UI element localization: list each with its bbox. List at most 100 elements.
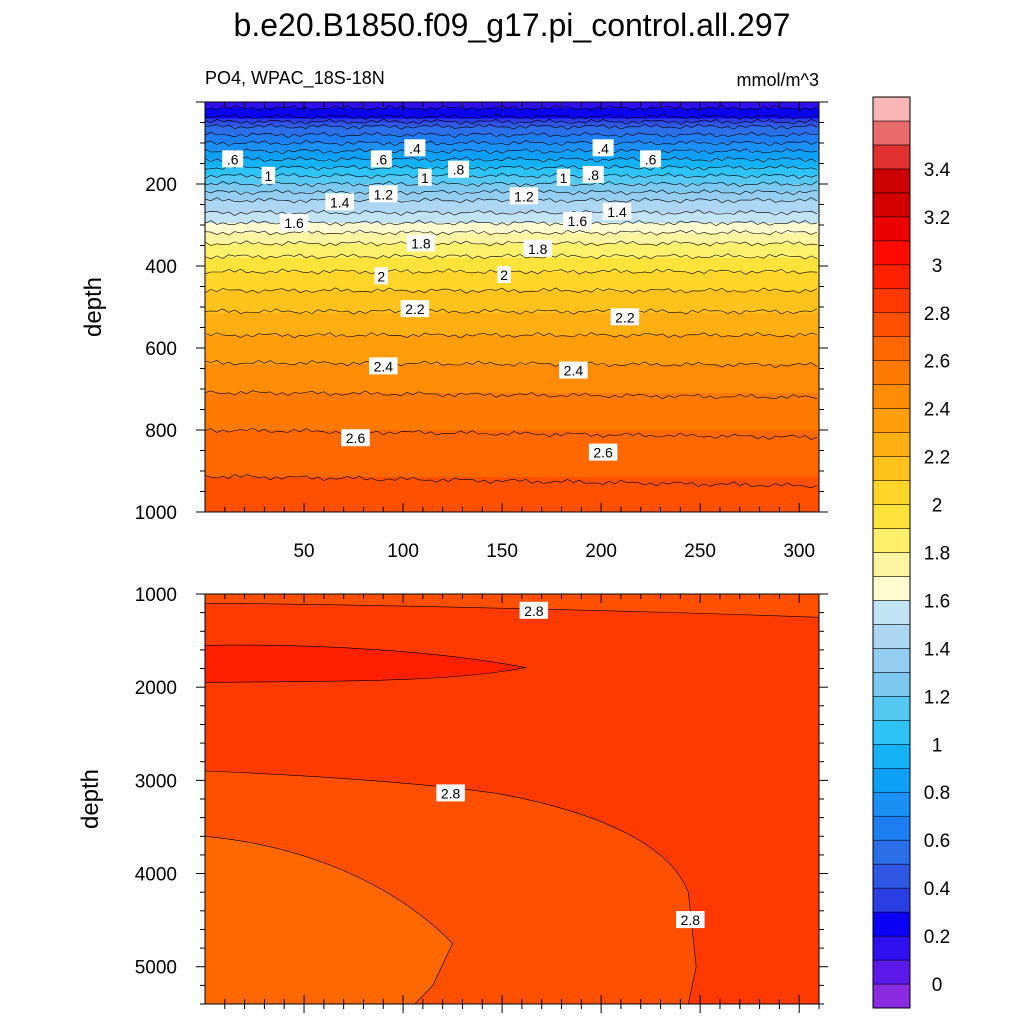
colorbar-swatch <box>872 815 911 841</box>
upper-x-tick-label: 300 <box>783 541 815 562</box>
colorbar-swatch <box>872 240 911 266</box>
upper-contour-line <box>205 390 818 400</box>
upper-contour-label-box <box>523 239 552 257</box>
upper-x-tick-label: 50 <box>293 541 314 562</box>
upper-contour-label-box <box>279 213 309 231</box>
colorbar-swatch <box>872 144 911 170</box>
lower-y-tick-label: 1000 <box>135 585 177 606</box>
upper-contour-line <box>205 105 818 112</box>
colorbar-swatch <box>872 168 911 194</box>
colorbar-tick-label: 1 <box>932 735 943 756</box>
bottom-core-fill <box>205 835 453 1004</box>
lower-contour-label: 2.8 <box>436 784 465 802</box>
colorbar-swatch <box>872 504 911 529</box>
upper-contour-line <box>205 156 818 163</box>
lower-panel: 1000 2000 3000 4000 5000 2.8 2.8 2.8 depth <box>77 585 828 1013</box>
colorbar-tick-label: 0.6 <box>924 831 950 852</box>
upper-contour-label-box <box>582 166 604 183</box>
upper-contour-line <box>205 139 818 147</box>
upper-contour-label-box <box>610 308 640 326</box>
colorbar-swatch <box>872 720 911 745</box>
upper-contour-label-box <box>374 267 389 285</box>
lower-contour-label-text: 2.8 <box>441 785 461 801</box>
upper-contour-label-text: 2.6 <box>346 430 366 446</box>
lower-y-tick-label: 3000 <box>135 771 177 792</box>
upper-panel: 50 100 150 200 250 300 200 400 600 800 1000 .6 .6 .4… <box>80 101 828 562</box>
upper-contour-label-text: 2.4 <box>564 363 584 379</box>
colorbar-tick-label: 2.6 <box>924 352 950 373</box>
upper-contour-labels: .6.6.4.4.611.41.21.81.21.81.41.6 1.61.8 1.… <box>222 139 662 461</box>
colorbar-swatch <box>872 480 911 505</box>
colorbar-tick-label: 0.8 <box>924 783 950 804</box>
colorbar-swatch <box>872 528 911 553</box>
upper-contour-label: 1.2 <box>509 187 539 205</box>
colorbar-tick-label: 0.2 <box>924 927 950 948</box>
upper-contour-label-box <box>404 139 426 157</box>
upper-contour-label-text: .8 <box>453 162 465 178</box>
upper-contour-label: 2.2 <box>610 308 640 326</box>
colorbar-swatch <box>872 312 911 337</box>
lower-contour-label-text: 2.8 <box>681 912 701 928</box>
upper-contour-label-text: 2.2 <box>615 309 635 325</box>
upper-axis-ticks: 50 100 150 200 250 300 200 400 600 800 1000 <box>135 101 828 562</box>
colorbar-swatch <box>872 744 911 769</box>
upper-contour-label-text: 1.6 <box>284 215 304 231</box>
upper-contour-label: 1 <box>418 168 432 186</box>
colorbar-frame <box>872 96 911 1009</box>
upper-contour-label-box <box>559 361 588 379</box>
upper-contour-label: 2.6 <box>341 429 370 447</box>
upper-contour-label-box <box>588 443 618 461</box>
upper-contour-line <box>205 240 818 247</box>
upper-contour-line <box>205 427 818 440</box>
colorbar-swatch <box>872 360 911 385</box>
upper-contour-line <box>205 113 818 120</box>
colorbar-swatch <box>872 983 911 1009</box>
max-tongue-fill <box>205 644 526 683</box>
upper-contour-label: .6 <box>222 150 244 168</box>
upper-contour-line <box>205 360 818 369</box>
upper-contour-label: 1.6 <box>563 211 592 229</box>
upper-contour-label-box <box>341 429 370 447</box>
colorbar-swatch <box>872 911 911 937</box>
upper-contour-label-text: .8 <box>587 167 599 183</box>
colorbar: 0 0.2 0.4 0.6 0.8 1 1.2 1.4 1.6 1.8 2 2.2 2.4 2.6 2.8 3… <box>872 96 951 1009</box>
upper-contour-label-text: 1.2 <box>514 188 534 204</box>
colorbar-swatch <box>872 432 911 457</box>
upper-contour-label-text: 1 <box>265 168 273 184</box>
upper-contour-label: .4 <box>404 139 426 157</box>
upper-contour-label-text: .4 <box>409 140 421 156</box>
upper-x-tick-label: 250 <box>684 541 716 562</box>
upper-contour-line <box>205 123 818 130</box>
upper-contour-label-box <box>261 166 276 184</box>
colorbar-tick-label: 1.2 <box>924 687 950 708</box>
left-subtitle: PO4, WPAC_18S-18N <box>205 68 385 89</box>
upper-contour-label: 1 <box>261 166 276 184</box>
lower-y-tick-label: 2000 <box>135 678 177 699</box>
upper-contour-label: 1.2 <box>369 185 398 203</box>
upper-y-axis-label: depth <box>80 277 107 337</box>
upper-contour-line <box>205 308 818 315</box>
colorbar-swatch <box>872 600 911 625</box>
lower-y-tick-label: 4000 <box>135 865 177 886</box>
colorbar-swatch <box>872 456 911 481</box>
chart-title: b.e20.B1850.f09_g17.pi_control.all.297 <box>234 7 791 43</box>
upper-contour-label-text: 2.4 <box>374 358 394 374</box>
lower-contour-label: 2.8 <box>676 911 705 929</box>
upper-contour-label-text: 1 <box>421 170 429 186</box>
upper-contour-label-text: 1 <box>560 170 568 186</box>
lower-contour-label-text: 2.8 <box>524 603 544 619</box>
upper-contour-label-text: 2 <box>500 267 508 283</box>
upper-contour-line <box>205 148 818 155</box>
upper-contour-label: 1.4 <box>325 193 354 211</box>
upper-contour-label-box <box>640 150 662 168</box>
upper-contour-line <box>205 209 818 216</box>
colorbar-swatch <box>872 336 911 361</box>
upper-contour-label-text: 2.6 <box>593 445 613 461</box>
upper-contour-label-text: .4 <box>597 140 609 156</box>
colorbar-tick-label: 0.4 <box>924 879 951 900</box>
colorbar-swatch <box>872 648 911 673</box>
colorbar-swatch <box>872 96 911 122</box>
upper-contour-label-box <box>418 168 432 186</box>
colorbar-swatch <box>872 216 911 242</box>
